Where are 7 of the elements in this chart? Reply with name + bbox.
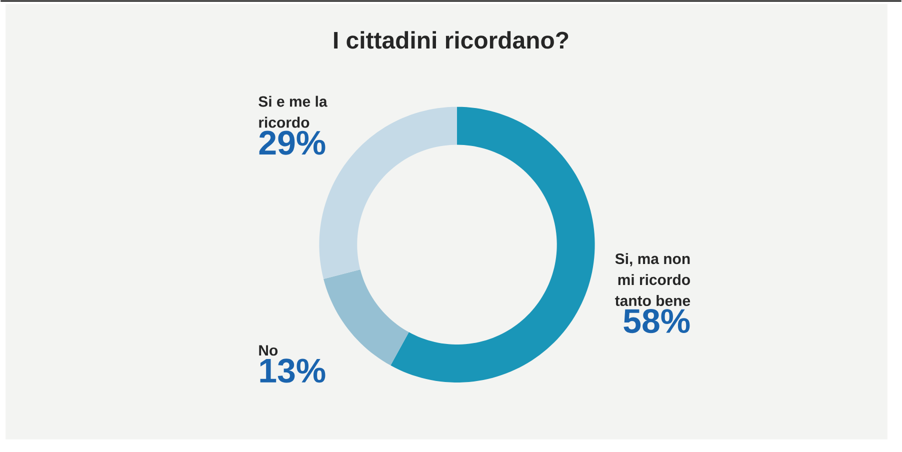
data-label: 58% [624,308,690,333]
slice-label: No [259,345,278,356]
chart-title: I cittadini ricordano? [334,30,568,49]
data-label: 29% [259,130,326,155]
data-label: 13% [260,358,326,383]
slice-label: Si, ma non mi ricordo tanto bene [615,252,690,306]
slice-label: Si e me la ricordo [258,96,328,128]
